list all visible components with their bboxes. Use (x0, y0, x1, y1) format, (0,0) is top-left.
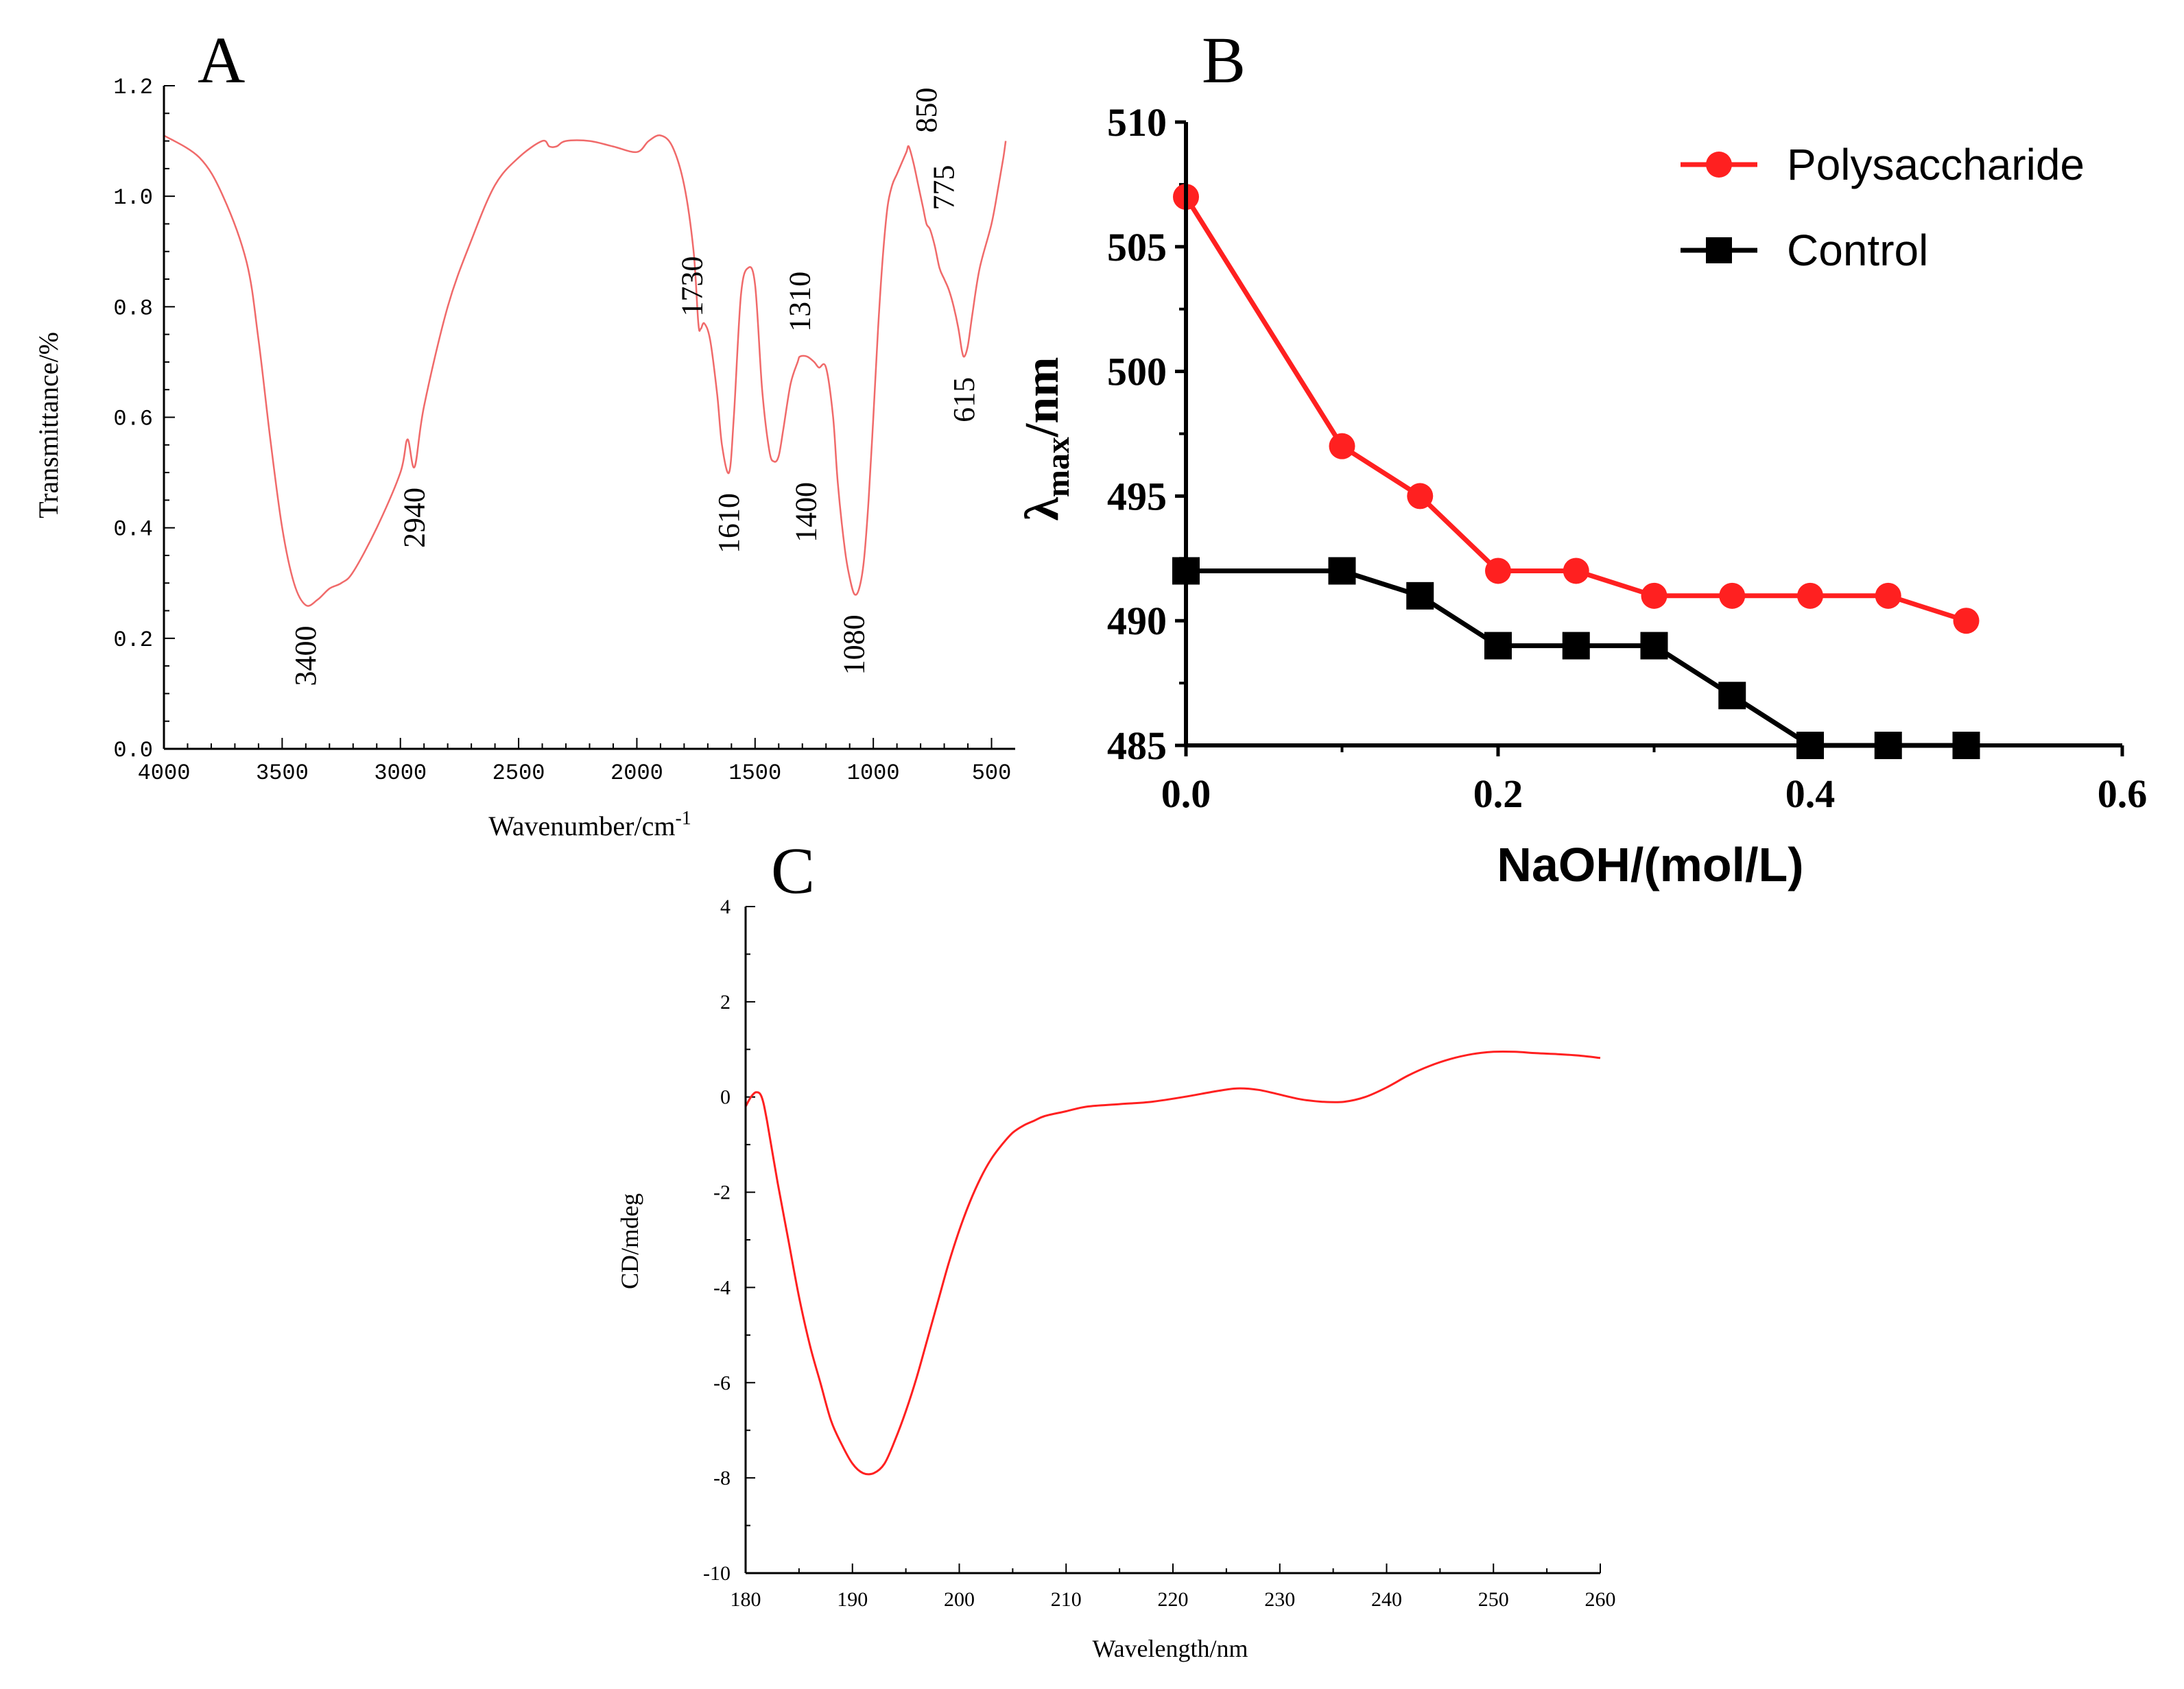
panel-a-x-axis-title: Wavenumber/cm-1 (488, 808, 691, 841)
control-point (1328, 557, 1356, 585)
y-tick-label: -6 (713, 1371, 731, 1394)
panel-c-tick-labels: 180 190 200 210 220 230 240 250 260 -10 -8 -6 -4 -2 0 2… (703, 896, 1616, 1611)
y-tick-label: -8 (713, 1467, 731, 1489)
panel-c-cd-chart: C 180 190 200 210 220 230 240 250 260-10-8-6-4-2… (616, 834, 1616, 1662)
x-tick-label: 4000 (138, 760, 191, 786)
panel-a-peak-annotations: 3400 2940 1730 1610 1400 1310 1080 850 775 615 (289, 88, 981, 686)
legend-control-label: Control (1787, 226, 1928, 275)
x-tick-label: 240 (1371, 1588, 1402, 1611)
legend-control-marker (1706, 237, 1732, 263)
polysaccharide-point (1875, 582, 1901, 609)
y-tick-label: -2 (713, 1182, 731, 1204)
panel-c-spectrum-line (744, 1050, 1601, 1476)
y-tick-label: 0.4 (113, 517, 153, 542)
polysaccharide-point (1641, 582, 1667, 609)
x-tick-label: 200 (944, 1588, 975, 1611)
x-tick-label: 3000 (374, 760, 427, 786)
panel-a-y-axis-title: Transmittance/% (33, 332, 64, 518)
panel-a-tick-labels: 4000 3500 3000 2500 2000 1500 1000 500 0.0 0.2 0.4… (113, 75, 1011, 786)
x-tick-label: 0.0 (1161, 771, 1211, 816)
x-tick-label: 230 (1264, 1588, 1295, 1611)
control-point (1406, 582, 1434, 610)
series-polysaccharide (1173, 184, 1980, 634)
x-tick-label: 500 (972, 760, 1012, 786)
control-point (1484, 632, 1512, 660)
polysaccharide-point (1719, 582, 1746, 609)
x-tick-label: 210 (1051, 1588, 1082, 1611)
panel-b-label: B (1202, 23, 1246, 97)
y-tick-label: 0.0 (113, 738, 153, 763)
legend-item-control: Control (1681, 226, 1928, 275)
peak-label: 3400 (289, 625, 322, 686)
panel-b-lambda-chart: B 0.0 0.2 0.4 0.6 485 490 495 500 505 510 NaOH/(m… (1016, 23, 2147, 891)
y-tick-label: 1.2 (113, 75, 153, 100)
x-tick-label: 0.6 (2098, 771, 2148, 816)
polysaccharide-point (1563, 558, 1589, 584)
y-tick-label: 0.8 (113, 296, 153, 321)
polysaccharide-point (1953, 608, 1980, 634)
panel-b-y-axis-title: λmax/nm (1016, 357, 1076, 520)
y-tick-label: 0 (720, 1086, 731, 1109)
series-control (1172, 557, 1980, 759)
x-tick-label: 3500 (256, 760, 309, 786)
legend-polysaccharide-marker (1706, 152, 1732, 178)
panel-b-legend: Polysaccharide Control (1681, 140, 2085, 275)
y-tick-label: 0.2 (113, 627, 153, 653)
y-tick-label: -10 (703, 1562, 731, 1585)
y-tick-label: 0.6 (113, 407, 153, 432)
x-tick-label: 250 (1478, 1588, 1509, 1611)
y-tick-label: 500 (1107, 350, 1167, 394)
polysaccharide-point (1329, 433, 1355, 459)
y-tick-label: 510 (1107, 100, 1167, 145)
panel-b-tick-labels: 0.0 0.2 0.4 0.6 485 490 495 500 505 510 (1107, 100, 2147, 816)
peak-label: 1400 (789, 482, 822, 542)
panel-a-label: A (198, 23, 245, 97)
x-tick-label: 1500 (728, 760, 781, 786)
polysaccharide-point (1797, 582, 1823, 609)
y-tick-label: -4 (713, 1276, 731, 1299)
peak-label: 615 (947, 377, 981, 422)
x-tick-label: 0.4 (1785, 771, 1836, 816)
panel-b-x-axis-title: NaOH/(mol/L) (1497, 838, 1803, 891)
polysaccharide-point (1407, 483, 1434, 510)
control-point (1718, 682, 1746, 710)
peak-label: 1730 (676, 256, 709, 317)
x-tick-label: 2000 (610, 760, 663, 786)
y-tick-label: 4 (720, 896, 731, 918)
x-tick-label: 190 (837, 1588, 868, 1611)
panel-c-label: C (771, 834, 815, 907)
y-tick-label: 490 (1107, 599, 1167, 643)
peak-label: 2940 (397, 488, 431, 548)
panel-a-ftir-chart: A 4000 3500 3000 2500 2000 1500 1000 500 0.0 0.2 0… (33, 23, 1015, 841)
polysaccharide-line (1184, 195, 1967, 623)
control-point (1640, 632, 1668, 660)
peak-label: 1080 (838, 614, 871, 675)
panel-a-spectrum-line (163, 134, 1007, 607)
peak-label: 850 (910, 88, 943, 133)
panel-c-x-axis-title: Wavelength/nm (1092, 1635, 1248, 1662)
peak-label: 775 (927, 165, 961, 210)
y-tick-label: 485 (1107, 723, 1167, 768)
x-tick-label: 220 (1158, 1588, 1189, 1611)
peak-label: 1610 (712, 493, 746, 553)
polysaccharide-point (1485, 558, 1511, 584)
legend-polysaccharide-label: Polysaccharide (1787, 140, 2085, 189)
y-tick-label: 505 (1107, 225, 1167, 269)
x-tick-label: 2500 (492, 760, 545, 786)
panel-c-y-axis-title: CD/mdeg (616, 1193, 643, 1289)
y-tick-label: 2 (720, 991, 731, 1014)
y-tick-label: 1.0 (113, 185, 153, 211)
x-tick-label: 0.2 (1473, 771, 1523, 816)
panel-b-ticks (1175, 120, 2124, 756)
y-tick-label: 495 (1107, 474, 1167, 518)
legend-item-polysaccharide: Polysaccharide (1681, 140, 2085, 189)
x-tick-label: 260 (1585, 1588, 1616, 1611)
control-point (1562, 632, 1590, 660)
x-tick-label: 1000 (847, 760, 900, 786)
x-tick-label: 180 (731, 1588, 761, 1611)
peak-label: 1310 (783, 272, 816, 332)
